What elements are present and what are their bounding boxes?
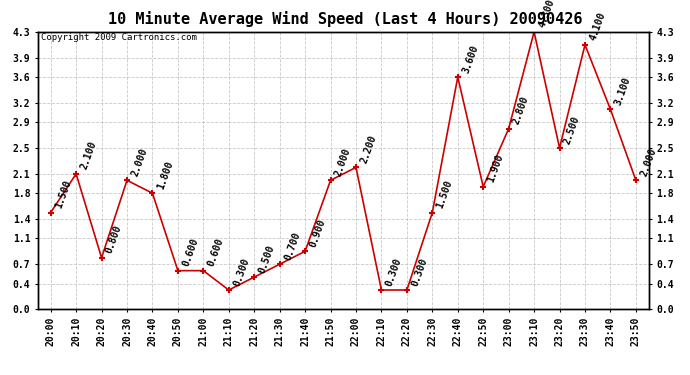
Text: 4.100: 4.100 <box>588 11 607 42</box>
Text: 0.900: 0.900 <box>308 217 327 249</box>
Text: 0.300: 0.300 <box>410 256 429 287</box>
Text: 0.300: 0.300 <box>232 256 251 287</box>
Text: 4.300: 4.300 <box>537 0 556 29</box>
Text: 2.200: 2.200 <box>359 134 378 165</box>
Text: 3.100: 3.100 <box>613 75 633 106</box>
Text: 2.000: 2.000 <box>333 147 353 177</box>
Text: 3.600: 3.600 <box>460 43 480 74</box>
Text: 2.100: 2.100 <box>79 140 99 171</box>
Text: 1.500: 1.500 <box>53 179 73 210</box>
Text: 0.500: 0.500 <box>257 243 277 274</box>
Text: 0.300: 0.300 <box>384 256 404 287</box>
Text: 2.500: 2.500 <box>562 114 582 145</box>
Text: Copyright 2009 Cartronics.com: Copyright 2009 Cartronics.com <box>41 33 197 42</box>
Text: 2.000: 2.000 <box>130 147 149 177</box>
Text: 0.700: 0.700 <box>282 230 302 261</box>
Text: 10 Minute Average Wind Speed (Last 4 Hours) 20090426: 10 Minute Average Wind Speed (Last 4 Hou… <box>108 11 582 27</box>
Text: 2.800: 2.800 <box>511 95 531 126</box>
Text: 2.000: 2.000 <box>639 147 658 177</box>
Text: 1.900: 1.900 <box>486 153 506 184</box>
Text: 1.500: 1.500 <box>435 179 455 210</box>
Text: 0.600: 0.600 <box>206 237 226 268</box>
Text: 1.800: 1.800 <box>155 159 175 190</box>
Text: 0.800: 0.800 <box>104 224 124 255</box>
Text: 0.600: 0.600 <box>181 237 200 268</box>
